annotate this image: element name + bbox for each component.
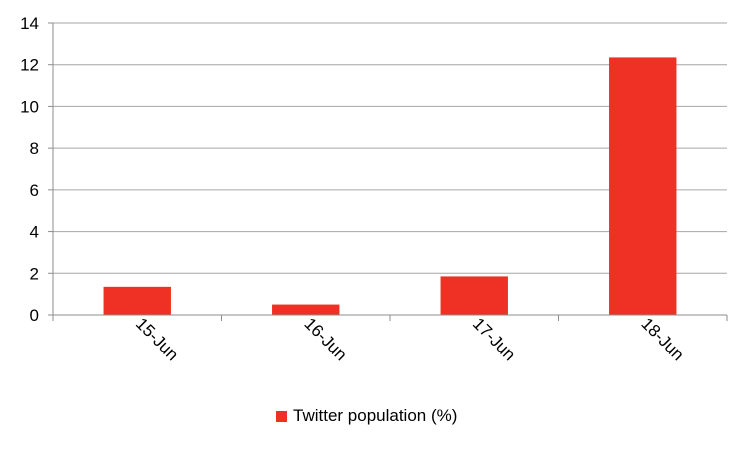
x-tick-label: 15-Jun	[132, 314, 182, 364]
x-tick-label: 16-Jun	[300, 314, 350, 364]
y-tick-label: 8	[30, 139, 39, 158]
gridlines	[53, 22, 727, 274]
bar	[609, 57, 677, 316]
bar	[272, 304, 340, 315]
y-tick-labels: 0 2 4 6 8 10 12 14	[20, 14, 39, 325]
axes	[48, 22, 728, 321]
bar	[103, 286, 171, 315]
x-tick-label: 17-Jun	[469, 314, 519, 364]
legend-swatch	[276, 410, 287, 422]
legend: Twitter population (%)	[276, 406, 457, 426]
bar-chart: 0 2 4 6 8 10 12 14 15-Jun 16-Jun 17-Jun 18-Jun	[20, 14, 728, 364]
y-tick-label: 12	[20, 56, 39, 75]
bars	[103, 57, 677, 316]
x-tick-labels: 15-Jun 16-Jun 17-Jun 18-Jun	[132, 314, 688, 364]
bar	[440, 276, 508, 315]
legend-label: Twitter population (%)	[293, 406, 458, 425]
y-tick-label: 10	[20, 97, 39, 116]
y-tick-label: 14	[20, 14, 39, 33]
x-tick-label: 18-Jun	[637, 314, 687, 364]
y-tick-label: 6	[30, 181, 39, 200]
y-tick-label: 2	[30, 264, 39, 283]
y-tick-label: 0	[30, 306, 39, 325]
y-tick-label: 4	[30, 223, 39, 242]
